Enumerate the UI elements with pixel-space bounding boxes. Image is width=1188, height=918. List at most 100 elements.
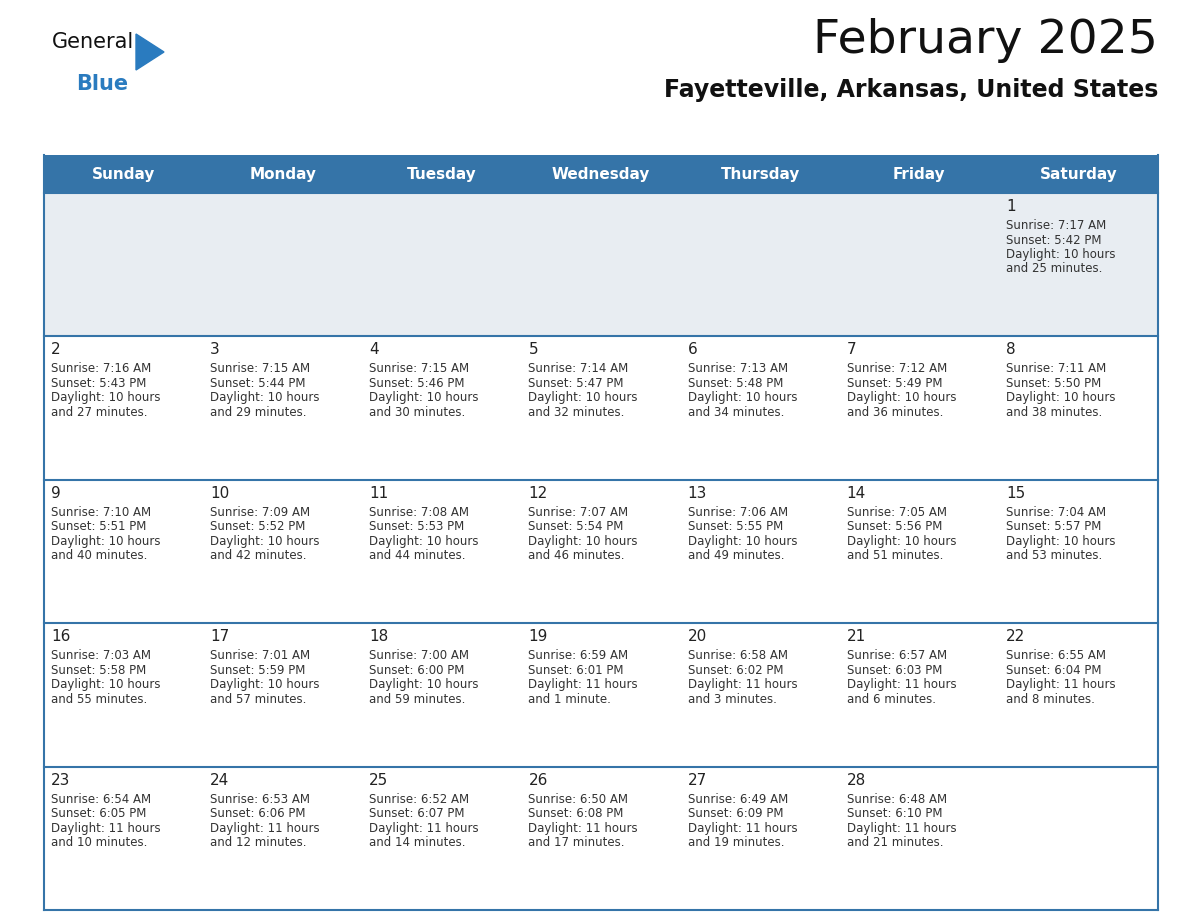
Text: Sunrise: 7:06 AM: Sunrise: 7:06 AM bbox=[688, 506, 788, 519]
Text: Sunrise: 7:07 AM: Sunrise: 7:07 AM bbox=[529, 506, 628, 519]
Text: 24: 24 bbox=[210, 773, 229, 788]
Text: 17: 17 bbox=[210, 629, 229, 644]
Text: and 49 minutes.: and 49 minutes. bbox=[688, 549, 784, 563]
Text: Daylight: 10 hours: Daylight: 10 hours bbox=[369, 391, 479, 405]
Text: and 25 minutes.: and 25 minutes. bbox=[1006, 263, 1102, 275]
Text: Daylight: 11 hours: Daylight: 11 hours bbox=[1006, 678, 1116, 691]
Text: and 6 minutes.: and 6 minutes. bbox=[847, 693, 936, 706]
Text: Sunrise: 7:16 AM: Sunrise: 7:16 AM bbox=[51, 363, 151, 375]
Text: and 34 minutes.: and 34 minutes. bbox=[688, 406, 784, 419]
Text: Sunrise: 7:12 AM: Sunrise: 7:12 AM bbox=[847, 363, 947, 375]
Text: Sunrise: 6:48 AM: Sunrise: 6:48 AM bbox=[847, 792, 947, 806]
Text: Daylight: 10 hours: Daylight: 10 hours bbox=[1006, 391, 1116, 405]
Text: Sunset: 5:59 PM: Sunset: 5:59 PM bbox=[210, 664, 305, 677]
Text: Sunset: 5:54 PM: Sunset: 5:54 PM bbox=[529, 521, 624, 533]
Text: Daylight: 11 hours: Daylight: 11 hours bbox=[529, 822, 638, 834]
Text: Sunrise: 7:15 AM: Sunrise: 7:15 AM bbox=[210, 363, 310, 375]
Text: and 42 minutes.: and 42 minutes. bbox=[210, 549, 307, 563]
Text: Daylight: 10 hours: Daylight: 10 hours bbox=[369, 678, 479, 691]
Text: and 46 minutes.: and 46 minutes. bbox=[529, 549, 625, 563]
Text: and 55 minutes.: and 55 minutes. bbox=[51, 693, 147, 706]
Text: Sunset: 6:00 PM: Sunset: 6:00 PM bbox=[369, 664, 465, 677]
Text: Daylight: 11 hours: Daylight: 11 hours bbox=[210, 822, 320, 834]
Text: Daylight: 11 hours: Daylight: 11 hours bbox=[529, 678, 638, 691]
Text: Sunset: 5:43 PM: Sunset: 5:43 PM bbox=[51, 377, 146, 390]
Text: 27: 27 bbox=[688, 773, 707, 788]
Text: 25: 25 bbox=[369, 773, 388, 788]
Text: and 3 minutes.: and 3 minutes. bbox=[688, 693, 777, 706]
Text: Sunrise: 6:52 AM: Sunrise: 6:52 AM bbox=[369, 792, 469, 806]
Text: and 51 minutes.: and 51 minutes. bbox=[847, 549, 943, 563]
Text: Sunset: 5:53 PM: Sunset: 5:53 PM bbox=[369, 521, 465, 533]
Text: Sunset: 5:52 PM: Sunset: 5:52 PM bbox=[210, 521, 305, 533]
Text: Daylight: 10 hours: Daylight: 10 hours bbox=[210, 391, 320, 405]
Text: 5: 5 bbox=[529, 342, 538, 357]
Text: Sunset: 5:50 PM: Sunset: 5:50 PM bbox=[1006, 377, 1101, 390]
Text: Daylight: 11 hours: Daylight: 11 hours bbox=[51, 822, 160, 834]
Text: Daylight: 10 hours: Daylight: 10 hours bbox=[369, 535, 479, 548]
Text: Sunrise: 7:14 AM: Sunrise: 7:14 AM bbox=[529, 363, 628, 375]
Text: Sunrise: 6:53 AM: Sunrise: 6:53 AM bbox=[210, 792, 310, 806]
Text: Daylight: 10 hours: Daylight: 10 hours bbox=[847, 391, 956, 405]
Text: Sunrise: 6:55 AM: Sunrise: 6:55 AM bbox=[1006, 649, 1106, 662]
Text: Daylight: 10 hours: Daylight: 10 hours bbox=[847, 535, 956, 548]
Text: Sunset: 6:04 PM: Sunset: 6:04 PM bbox=[1006, 664, 1101, 677]
Text: Sunrise: 7:04 AM: Sunrise: 7:04 AM bbox=[1006, 506, 1106, 519]
Bar bbox=[44, 193, 1158, 336]
Bar bbox=[44, 623, 1158, 767]
Text: Tuesday: Tuesday bbox=[407, 166, 476, 182]
Text: and 10 minutes.: and 10 minutes. bbox=[51, 836, 147, 849]
Text: Sunrise: 6:49 AM: Sunrise: 6:49 AM bbox=[688, 792, 788, 806]
Text: and 19 minutes.: and 19 minutes. bbox=[688, 836, 784, 849]
Text: 22: 22 bbox=[1006, 629, 1025, 644]
Text: 4: 4 bbox=[369, 342, 379, 357]
Text: Sunset: 5:44 PM: Sunset: 5:44 PM bbox=[210, 377, 305, 390]
Text: Sunrise: 7:09 AM: Sunrise: 7:09 AM bbox=[210, 506, 310, 519]
Text: Blue: Blue bbox=[76, 74, 128, 94]
Text: Sunset: 6:09 PM: Sunset: 6:09 PM bbox=[688, 807, 783, 820]
Text: Sunset: 5:55 PM: Sunset: 5:55 PM bbox=[688, 521, 783, 533]
Text: Daylight: 10 hours: Daylight: 10 hours bbox=[688, 391, 797, 405]
Text: and 14 minutes.: and 14 minutes. bbox=[369, 836, 466, 849]
Text: Daylight: 11 hours: Daylight: 11 hours bbox=[369, 822, 479, 834]
Text: Daylight: 11 hours: Daylight: 11 hours bbox=[688, 678, 797, 691]
Text: Sunset: 6:03 PM: Sunset: 6:03 PM bbox=[847, 664, 942, 677]
Text: Daylight: 10 hours: Daylight: 10 hours bbox=[1006, 535, 1116, 548]
Text: Daylight: 10 hours: Daylight: 10 hours bbox=[51, 678, 160, 691]
Text: 8: 8 bbox=[1006, 342, 1016, 357]
Text: Sunrise: 7:03 AM: Sunrise: 7:03 AM bbox=[51, 649, 151, 662]
Text: Sunset: 6:06 PM: Sunset: 6:06 PM bbox=[210, 807, 305, 820]
Text: Sunrise: 7:01 AM: Sunrise: 7:01 AM bbox=[210, 649, 310, 662]
Text: Sunset: 5:47 PM: Sunset: 5:47 PM bbox=[529, 377, 624, 390]
Text: Daylight: 10 hours: Daylight: 10 hours bbox=[51, 391, 160, 405]
Text: Sunset: 6:08 PM: Sunset: 6:08 PM bbox=[529, 807, 624, 820]
Text: Sunset: 5:51 PM: Sunset: 5:51 PM bbox=[51, 521, 146, 533]
Text: Sunset: 5:46 PM: Sunset: 5:46 PM bbox=[369, 377, 465, 390]
Text: Thursday: Thursday bbox=[720, 166, 800, 182]
Text: Sunrise: 7:11 AM: Sunrise: 7:11 AM bbox=[1006, 363, 1106, 375]
Polygon shape bbox=[135, 34, 164, 70]
Text: Sunset: 5:42 PM: Sunset: 5:42 PM bbox=[1006, 233, 1101, 247]
Text: 15: 15 bbox=[1006, 486, 1025, 501]
Text: Daylight: 11 hours: Daylight: 11 hours bbox=[688, 822, 797, 834]
Text: 6: 6 bbox=[688, 342, 697, 357]
Text: Sunset: 6:05 PM: Sunset: 6:05 PM bbox=[51, 807, 146, 820]
Text: Saturday: Saturday bbox=[1040, 166, 1117, 182]
Text: 1: 1 bbox=[1006, 199, 1016, 214]
Text: and 30 minutes.: and 30 minutes. bbox=[369, 406, 466, 419]
Bar bbox=[44, 155, 1158, 193]
Text: 23: 23 bbox=[51, 773, 70, 788]
Text: Sunrise: 7:05 AM: Sunrise: 7:05 AM bbox=[847, 506, 947, 519]
Text: and 40 minutes.: and 40 minutes. bbox=[51, 549, 147, 563]
Text: Sunrise: 7:13 AM: Sunrise: 7:13 AM bbox=[688, 363, 788, 375]
Text: Sunset: 5:58 PM: Sunset: 5:58 PM bbox=[51, 664, 146, 677]
Bar bbox=[44, 336, 1158, 480]
Text: and 57 minutes.: and 57 minutes. bbox=[210, 693, 307, 706]
Text: Fayetteville, Arkansas, United States: Fayetteville, Arkansas, United States bbox=[664, 78, 1158, 102]
Bar bbox=[44, 480, 1158, 623]
Text: Sunset: 6:10 PM: Sunset: 6:10 PM bbox=[847, 807, 942, 820]
Text: Daylight: 10 hours: Daylight: 10 hours bbox=[529, 391, 638, 405]
Text: Sunrise: 7:10 AM: Sunrise: 7:10 AM bbox=[51, 506, 151, 519]
Text: Daylight: 10 hours: Daylight: 10 hours bbox=[688, 535, 797, 548]
Text: Sunset: 5:48 PM: Sunset: 5:48 PM bbox=[688, 377, 783, 390]
